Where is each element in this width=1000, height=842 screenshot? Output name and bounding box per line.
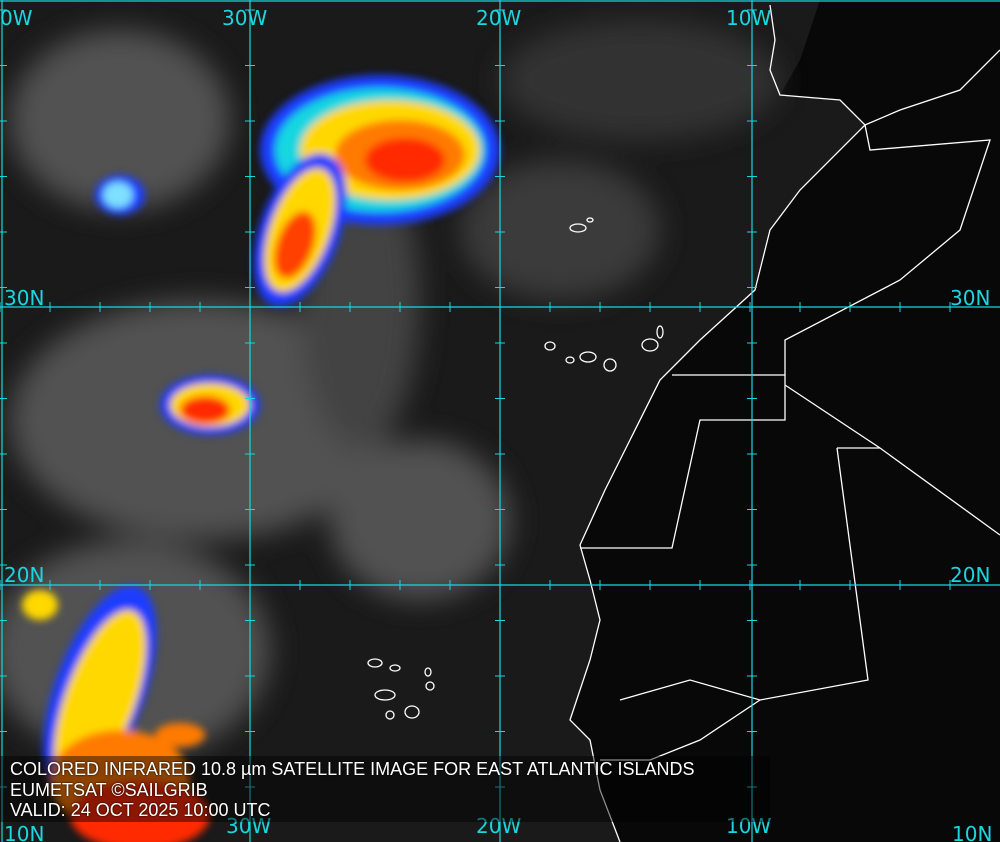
lon-label-top-20w: 20W [476,6,522,30]
lat-label-left-20n: 20N [4,563,45,587]
lon-label-bottom-10w: 10W [726,814,772,838]
lon-label-bottom-30w: 30W [226,814,272,838]
lat-label-right-30n: 30N [950,286,991,310]
lat-label-right-20n: 20N [950,563,991,587]
canary-islands [544,325,664,372]
cape-verde-islands [367,658,435,720]
africa-landmass [570,0,1000,842]
border-western-sahara [580,374,786,549]
border-algeria [784,124,991,375]
lat-label-right-10n: 10N [952,822,993,842]
lon-label-bottom-20w: 20W [476,814,522,838]
africa-coastline [569,124,866,842]
coastlines [367,4,1000,842]
lon-label-top-10w: 10W [726,6,772,30]
lat-label-left-10n: 10N [4,822,45,842]
grid-ticks [0,9,951,788]
lon-label-top-40w: 0W [0,6,33,30]
image-title: COLORED INFRARED 10.8 µm SATELLITE IMAGE… [10,759,695,779]
storm-cells [22,75,500,842]
image-credit: EUMETSAT ©SAILGRIB [10,780,208,800]
valid-time: VALID: 24 OCT 2025 10:00 UTC [10,800,271,820]
border-senegal [600,699,761,761]
lon-label-top-30w: 30W [222,6,268,30]
madeira [569,217,594,233]
caption-background [0,756,770,822]
iberia-coastline [769,4,1000,126]
lat-label-left-30n: 30N [4,286,45,310]
